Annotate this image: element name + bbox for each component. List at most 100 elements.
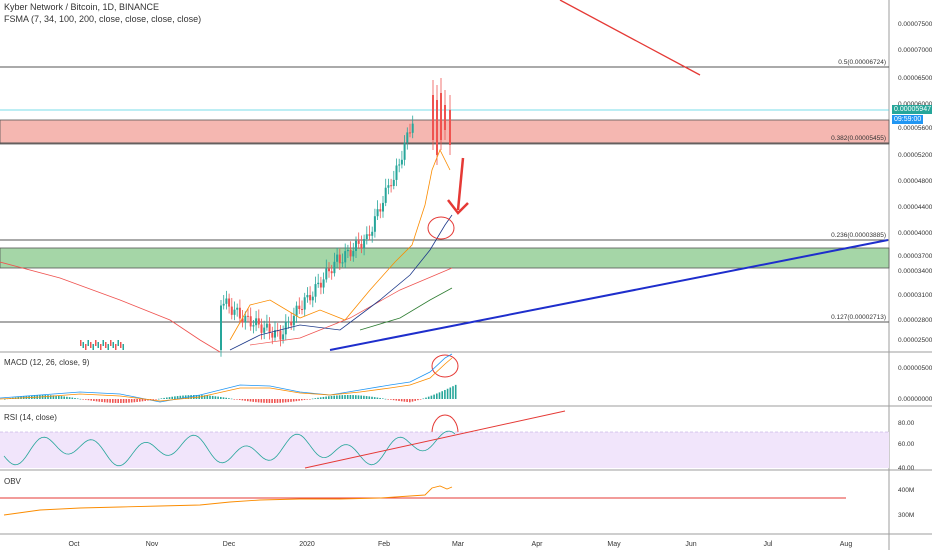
price-candle [449,110,451,145]
price-candle [292,315,295,326]
price-candle [82,342,84,348]
price-candle [236,307,239,310]
countdown-tag: 09:59:00 [892,115,924,124]
macd-histogram-bar [452,386,454,399]
rsi-pane-title[interactable]: RSI (14, close) [4,413,57,422]
annotation-circle [427,216,455,240]
macd-histogram-bar [182,395,184,399]
macd-histogram-bar [217,396,219,399]
macd-histogram-bar [128,399,130,403]
time-axis-label: Feb [378,541,390,548]
price-candle [301,308,303,310]
price-candle [333,261,336,274]
macd-histogram-bar [238,399,241,400]
fib-level-label: 0.236(0.00003885) [831,232,886,239]
price-tick-label: 0.00006000 [898,101,932,108]
price-candle [436,100,438,155]
time-axis-label: Mar [452,541,465,548]
macd-histogram-bar [152,399,155,400]
macd-histogram-bar [230,398,233,400]
macd-histogram-bar [214,396,217,399]
macd-histogram-bar [47,395,49,399]
sma-7-line [229,149,451,341]
price-candle [352,250,355,257]
price-candle [252,325,255,327]
indicator-legend[interactable]: FSMA (7, 34, 100, 200, close, close, clo… [4,14,202,24]
macd-histogram-bar [171,396,173,399]
price-tick-label: 0.00004800 [898,178,932,185]
support-zone [0,247,890,269]
price-candle [371,231,374,236]
macd-histogram-bar [379,397,381,399]
macd-histogram-bar [203,395,206,399]
price-candle [115,344,117,350]
macd-histogram-bar [292,399,295,402]
macd-histogram-bar [101,399,103,403]
blue-trendline [329,239,889,351]
macd-histogram-bar [344,395,346,399]
obv-pane-title[interactable]: OBV [4,477,21,486]
time-axis-label: Nov [146,541,159,548]
macd-histogram-bar [233,399,236,400]
annotation-arrowhead [447,199,469,215]
price-candle [444,105,446,130]
sma-200-line-right [249,267,453,346]
price-candle [284,321,287,335]
macd-histogram-bar [330,395,333,399]
price-candle [373,216,376,232]
macd-histogram-bar [241,399,244,401]
macd-histogram-bar [268,399,271,403]
symbol-legend[interactable]: Kyber Network / Bitcoin, 1D, BINANCE [4,2,160,12]
macd-histogram-bar [414,399,416,401]
macd-histogram-bar [166,397,168,399]
price-candle [360,243,363,249]
price-candle [87,340,89,346]
price-candle [398,164,401,166]
macd-histogram-bar [338,395,341,399]
price-candle [376,209,379,217]
price-candle [440,93,442,140]
macd-histogram-bar [390,399,392,400]
macd-histogram-bar [66,396,68,399]
macd-histogram-bar [384,398,387,400]
macd-histogram-bar [58,395,60,399]
macd-pane-title[interactable]: MACD (12, 26, close, 9) [4,358,90,367]
macd-histogram-bar [225,397,227,399]
price-candle [387,185,390,188]
macd-histogram-bar [406,399,408,402]
rsi-tick-label: 80.00 [898,420,915,427]
price-tick-label: 0.00002500 [898,337,932,344]
sma-34-line [229,214,453,351]
macd-histogram-bar [309,399,311,400]
rsi-line [3,430,456,467]
macd-histogram-bar [157,398,160,400]
macd-histogram-bar [427,396,430,399]
macd-histogram-bar [244,399,246,401]
price-candle [102,340,104,346]
price-candle [432,95,434,140]
macd-histogram-bar [271,399,273,403]
macd-histogram-bar [252,399,254,402]
price-candle [355,240,357,251]
price-candle [120,342,122,348]
macd-histogram-bar [387,399,389,400]
macd-histogram-bar [392,399,395,401]
price-candle [409,132,411,134]
price-candle [403,142,406,160]
macd-histogram-bar [176,396,179,399]
macd-histogram-bar [382,398,384,399]
price-candle [230,306,233,315]
macd-histogram-bar [322,396,325,399]
price-candle [287,321,290,323]
macd-histogram-bar [284,399,287,403]
price-tick-label: 0.00003400 [898,268,932,275]
price-candle [110,340,112,346]
macd-histogram-bar [90,399,92,401]
obv-line [3,485,453,516]
macd-histogram-bar [409,399,411,403]
macd-histogram-bar [74,397,76,399]
price-candle [311,296,314,301]
macd-histogram-bar [360,395,362,399]
price-candle [263,327,266,333]
